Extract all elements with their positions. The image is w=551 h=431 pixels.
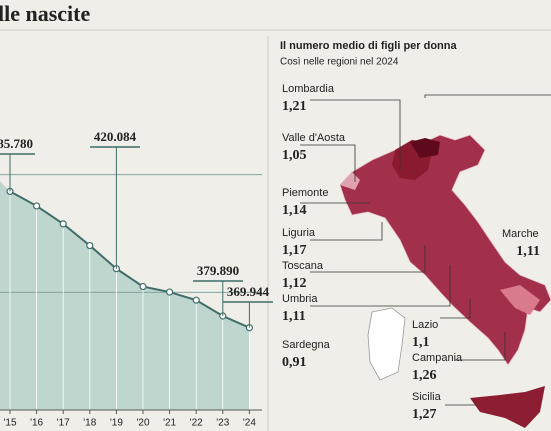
x-tick-label: '20 [136, 418, 149, 429]
map-title: Il numero medio di figli per donna [280, 40, 458, 52]
mainland [339, 134, 551, 366]
region-name: Valle d'Aosta [282, 132, 346, 144]
x-tick-label: '22 [190, 418, 203, 429]
value-label: 485.780 [0, 136, 33, 151]
leader [310, 99, 401, 170]
x-tick-label: '18 [83, 418, 96, 429]
line-chart: 485.780 420.084 379.890 369.944 '15 '16 '17 '18… [0, 129, 273, 429]
puglia [500, 285, 540, 315]
region-name: Campania [412, 352, 463, 364]
trentino [410, 138, 440, 158]
point [166, 288, 174, 296]
region-value: 0,91 [282, 355, 307, 370]
leader [455, 332, 506, 361]
region-value: 1,12 [282, 276, 307, 291]
leader [300, 144, 356, 182]
region-value: 1,11 [516, 244, 540, 259]
region-value: 1,05 [282, 148, 307, 163]
leader [424, 94, 551, 98]
region-value: 1,1 [412, 335, 430, 350]
region-value: 1,21 [282, 99, 307, 114]
point [59, 220, 67, 228]
point [192, 296, 200, 304]
region-name: Sardegna [282, 339, 331, 351]
x-tick-label: '23 [216, 418, 229, 429]
value-label: 369.944 [227, 284, 270, 299]
map [300, 94, 551, 428]
x-tick-label: '21 [163, 418, 176, 429]
region-value: 1,11 [282, 309, 306, 324]
value-label: 420.084 [94, 129, 137, 144]
x-tick-label: '24 [243, 418, 256, 429]
leader [310, 245, 426, 273]
region-name: Piemonte [282, 187, 328, 199]
region-value: 1,26 [412, 368, 437, 383]
x-tick-label: '19 [110, 418, 123, 429]
value-label: 379.890 [197, 263, 239, 278]
region-name: Lombardia [282, 83, 335, 95]
region-name: Sicilia [412, 391, 442, 403]
area [0, 181, 250, 410]
point [139, 282, 147, 291]
region-name: Marche [502, 228, 539, 240]
region-value: 1,27 [412, 407, 437, 422]
sardegna [367, 307, 406, 381]
region-value: 1,14 [282, 203, 307, 218]
region-name: Liguria [282, 227, 316, 239]
x-tick-label: '16 [30, 418, 43, 429]
region-name: Toscana [282, 260, 324, 272]
region-name: Umbria [282, 293, 318, 305]
x-tick-label: '17 [57, 418, 70, 429]
region-name: Lazio [412, 319, 438, 331]
point [32, 202, 41, 210]
chart-title: lle nascite [0, 1, 90, 26]
x-tick-label: '15 [3, 418, 16, 429]
leader [440, 298, 471, 319]
leader [310, 222, 383, 241]
sicilia [470, 386, 545, 428]
leader [310, 265, 451, 307]
region-value: 1,17 [282, 243, 307, 258]
point [86, 241, 94, 250]
line [9, 190, 250, 329]
map-subtitle: Così nelle regioni nel 2024 [280, 57, 399, 68]
